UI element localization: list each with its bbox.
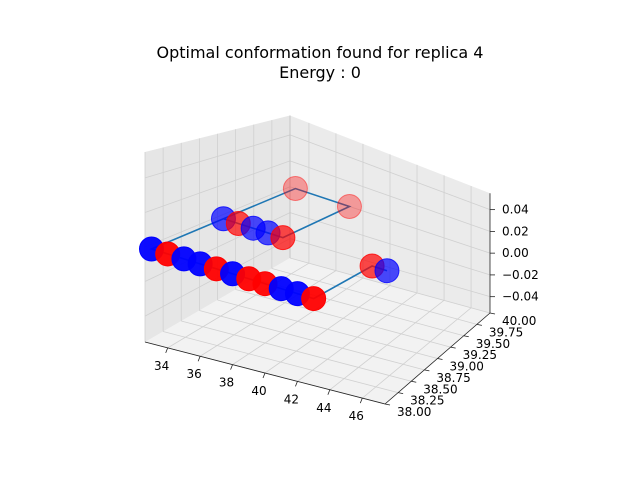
x-tick-label: 34 [154,359,169,373]
x-tick-mark [295,381,298,387]
y-tick-mark [463,335,469,338]
chart-title: Optimal conformation found for replica 4 [156,43,484,62]
grid-line-z-back [289,160,491,232]
y-tick-mark [489,312,496,315]
x-tick-mark [359,397,363,404]
grid-line-y-floor [199,310,425,371]
z-tick-label: −0.02 [502,268,539,282]
residue-h-point [282,176,308,202]
z-tick-label: 0.02 [502,224,529,238]
y-tick-label: 39.00 [450,360,484,374]
grid-line-z-back [289,134,491,210]
x-tick-label: 44 [316,401,331,415]
grid-line-z-left [144,134,291,179]
grid-line-z-back [289,212,491,276]
z-tick-label: 0.00 [502,246,529,260]
y-tick-label: 40.00 [502,314,536,328]
grid-line-y-floor [217,299,438,359]
residue-p-point [374,258,400,284]
y-tick-mark [384,403,391,406]
y-tick-label: 39.75 [489,325,523,339]
grid-line-y-floor [181,320,412,382]
x-tick-mark [230,364,233,370]
residue-h-point [301,286,327,312]
z-tick-label: 0.04 [502,203,529,217]
x-tick-mark [262,372,266,379]
floor-pane [145,258,490,404]
y-tick-label: 38.50 [423,382,457,396]
x-tick-label: 40 [251,384,266,398]
grid-line-y-floor [163,331,399,394]
y-tick-mark [398,392,404,395]
grid-line-y-floor [271,268,477,325]
y-tick-mark [411,380,417,383]
y-tick-mark [437,358,443,360]
axis-lines [144,115,496,406]
x-tick-label: 42 [284,392,299,406]
y-tick-label: 39.25 [463,348,497,362]
x-tick-mark [327,389,331,395]
x-tick-mark [165,347,169,354]
grid-line-z-left [144,160,291,213]
x-tick-mark [197,356,201,362]
residue-h-point [336,193,362,219]
y-tick-mark [450,346,456,349]
z-tick-label: −0.04 [502,290,539,304]
chart-subtitle: Energy : 0 [279,63,361,82]
grid-line-y-floor [289,257,491,314]
y-tick-mark [476,323,482,326]
y-tick-mark [424,369,430,372]
grid-line-y-floor [235,289,451,348]
x-tick-label: 38 [219,376,234,390]
y-tick-label: 38.25 [410,394,444,408]
y-tick-label: 38.75 [436,371,470,385]
y-tick-label: 39.50 [476,337,510,351]
x-tick-label: 46 [349,409,364,423]
data-marks [138,176,400,312]
residue-h-point [270,225,296,251]
x-tick-label: 36 [186,367,201,381]
y-tick-label: 38.00 [397,405,431,419]
